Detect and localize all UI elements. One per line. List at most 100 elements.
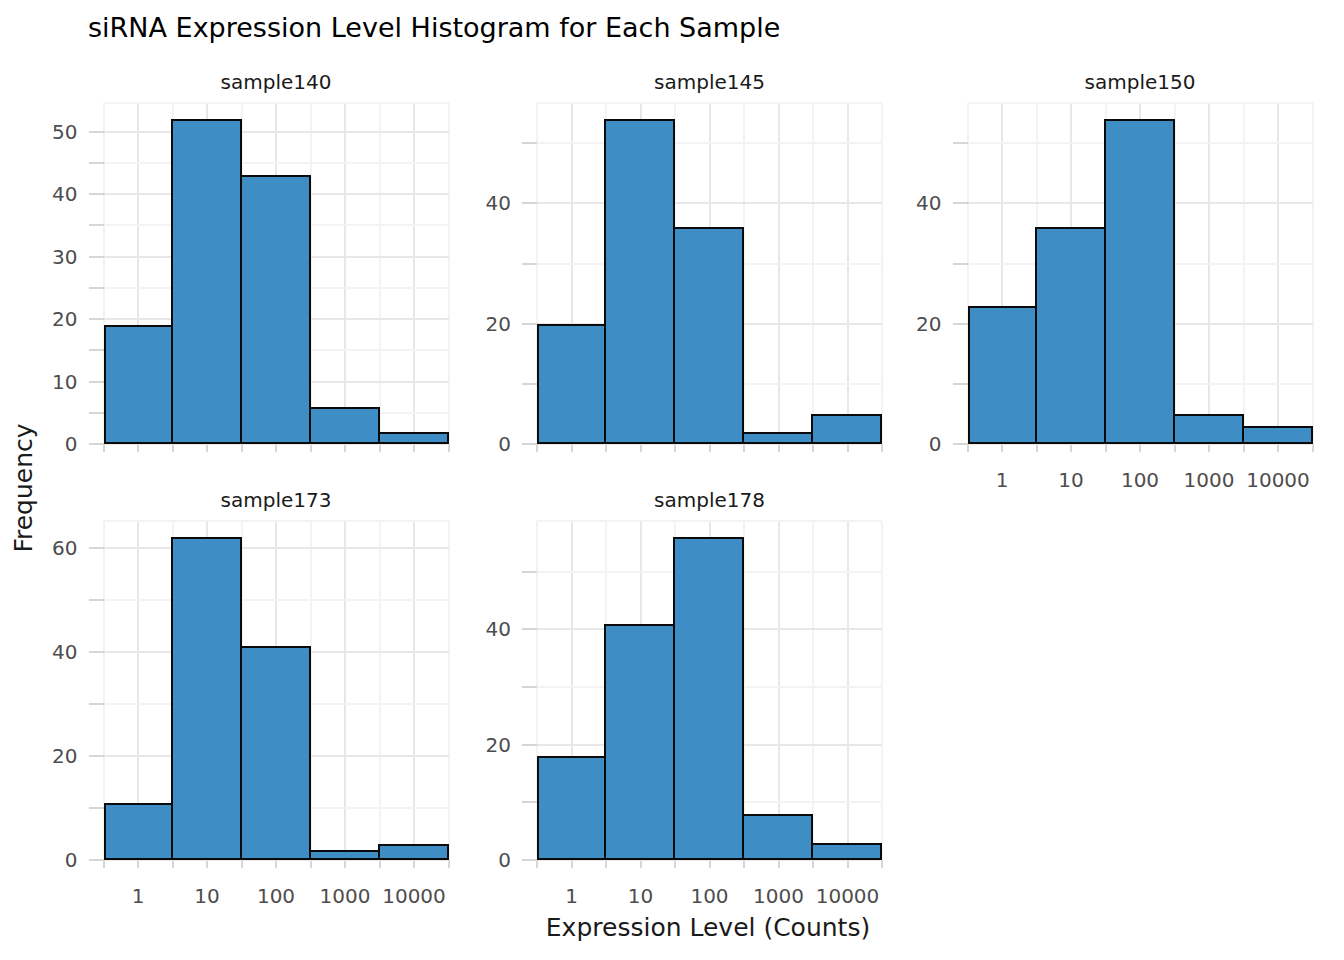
tick-mark [89,224,104,226]
facet-title: sample145 [537,70,882,94]
tick-mark [89,599,104,601]
tick-mark [522,628,537,630]
tick-mark [571,444,573,452]
gridline [812,103,814,444]
histogram-bar [1035,227,1106,444]
tick-mark [1036,444,1038,452]
tick-mark [89,381,104,383]
tick-mark [1243,444,1245,452]
gridline [413,521,415,860]
tick-mark [89,807,104,809]
tick-mark [522,443,537,445]
tick-mark [778,860,780,868]
tick-mark [89,755,104,757]
gridline [104,102,449,104]
histogram-bar [537,756,606,860]
tick-mark [522,263,537,265]
histogram-bar [673,537,744,860]
y-tick-label: 60 [8,536,78,560]
gridline [104,162,449,164]
tick-mark [89,443,104,445]
gridline [537,102,882,104]
tick-mark [1208,444,1210,452]
tick-mark [709,860,711,868]
tick-mark [172,444,174,452]
y-tick-label: 40 [8,640,78,664]
gridline [537,202,882,204]
tick-mark [522,383,537,385]
histogram-bar [1242,426,1313,444]
tick-mark [137,444,139,452]
tick-mark [1139,444,1141,452]
tick-mark [89,651,104,653]
tick-mark [413,444,415,452]
tick-mark [344,444,346,452]
y-tick-label: 50 [8,120,78,144]
tick-mark [413,860,415,868]
gridline [104,131,449,133]
histogram-bar [604,119,675,444]
tick-mark [522,323,537,325]
tick-mark [953,323,968,325]
gridline [537,520,882,522]
tick-mark [1277,444,1279,452]
y-tick-label: 40 [872,191,942,215]
gridline [344,103,346,444]
tick-mark [1105,444,1107,452]
y-tick-label: 20 [8,744,78,768]
histogram-bar [309,407,380,444]
gridline [881,103,883,444]
y-tick-label: 20 [8,307,78,331]
gridline [104,547,449,549]
tick-mark [89,412,104,414]
tick-mark [953,383,968,385]
figure-root: siRNA Expression Level Histogram for Eac… [0,0,1344,960]
tick-mark [89,349,104,351]
facet-panel-sample178: sample17802040110100100010000 [537,521,882,860]
gridline [968,102,1313,104]
y-tick-label: 30 [8,245,78,269]
facet-title: sample178 [537,488,882,512]
facet-panel-sample145: sample14502040 [537,103,882,444]
tick-mark [571,860,573,868]
tick-mark [206,444,208,452]
tick-mark [89,193,104,195]
tick-mark [605,860,607,868]
histogram-bar [537,324,606,444]
histogram-bar [1104,119,1175,444]
tick-mark [275,444,277,452]
histogram-bar [309,850,380,860]
y-tick-label: 0 [8,432,78,456]
tick-mark [103,860,105,868]
gridline [379,103,381,444]
tick-mark [89,162,104,164]
gridline [104,599,449,601]
tick-mark [522,859,537,861]
tick-mark [640,860,642,868]
histogram-bar [604,624,675,860]
gridline [448,521,450,860]
tick-mark [137,860,139,868]
gridline [1312,103,1314,444]
tick-mark [1174,444,1176,452]
gridline [778,103,780,444]
tick-mark [275,860,277,868]
tick-mark [1070,444,1072,452]
tick-mark [103,444,105,452]
histogram-bar [171,537,242,860]
tick-mark [743,444,745,452]
histogram-bar [742,814,813,860]
tick-mark [89,131,104,133]
tick-mark [953,263,968,265]
facet-panel-sample173: sample1730204060110100100010000 [104,521,449,860]
x-tick-label: 10000 [803,884,893,908]
histogram-bar [240,175,311,444]
tick-mark [89,287,104,289]
facet-panel-sample150: sample15002040110100100010000 [968,103,1313,444]
histogram-bar [240,646,311,860]
x-tick-label: 10000 [1233,468,1323,492]
tick-mark [536,444,538,452]
tick-mark [379,860,381,868]
tick-mark [674,444,676,452]
histogram-bar [378,432,449,444]
